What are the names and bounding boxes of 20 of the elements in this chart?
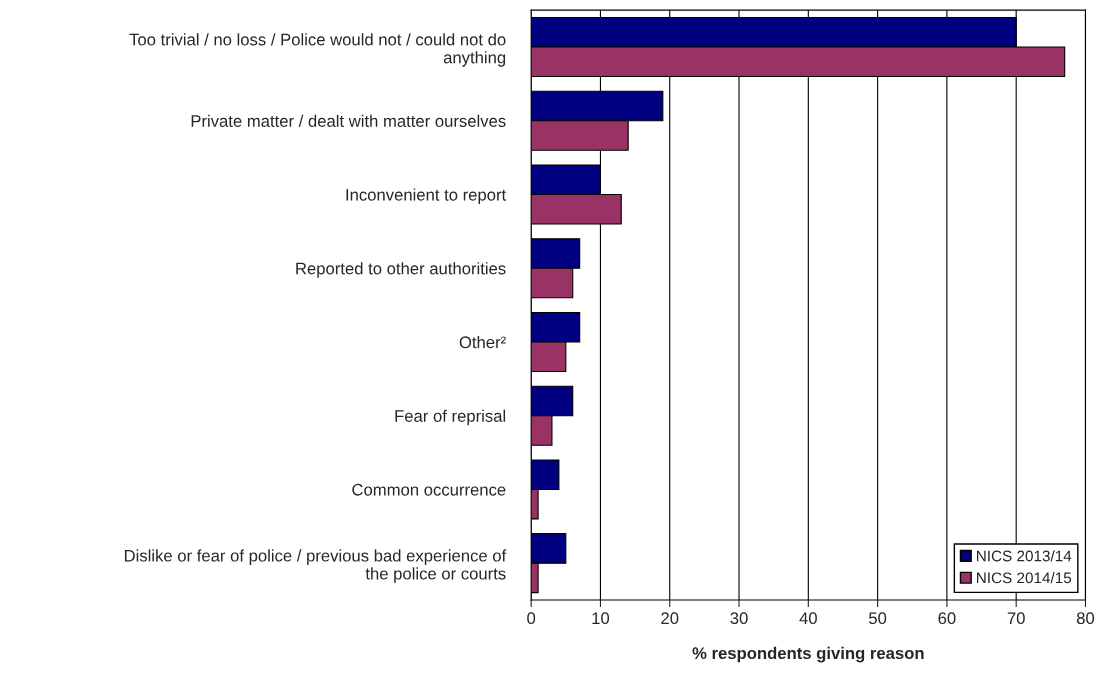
x-tick-label: 80 bbox=[1076, 612, 1095, 625]
legend-label: NICS 2014/15 bbox=[977, 572, 1072, 584]
y-tick-label: Common occurrence bbox=[352, 483, 506, 496]
x-tick-label: 40 bbox=[799, 612, 817, 625]
x-axis-title: % respondents giving reason bbox=[692, 646, 924, 663]
y-tick-label: Too trivial / no loss / Police would not / could not do anything bbox=[129, 33, 506, 67]
y-tick-label: Private matter / dealt with matter ourselves bbox=[191, 114, 506, 127]
y-tick-label: Reported to other authorities bbox=[296, 262, 506, 278]
x-tick-label: 70 bbox=[1007, 612, 1025, 625]
y-tick-label: Dislike or fear of police / previous bad experience of the police or courts bbox=[124, 549, 507, 583]
x-tick-label: 0 bbox=[527, 612, 536, 625]
x-tick-label: 10 bbox=[592, 612, 610, 625]
y-tick-label: Other² bbox=[459, 335, 506, 349]
x-tick-label: 50 bbox=[869, 612, 887, 625]
y-tick-label: Fear of reprisal bbox=[395, 409, 506, 426]
x-tick-label: 20 bbox=[661, 612, 679, 625]
x-tick-label: 30 bbox=[730, 612, 748, 625]
y-tick-label: Inconvenient to report bbox=[346, 188, 507, 204]
x-tick-label: 60 bbox=[938, 612, 956, 625]
legend-label: NICS 2013/14 bbox=[977, 550, 1072, 562]
